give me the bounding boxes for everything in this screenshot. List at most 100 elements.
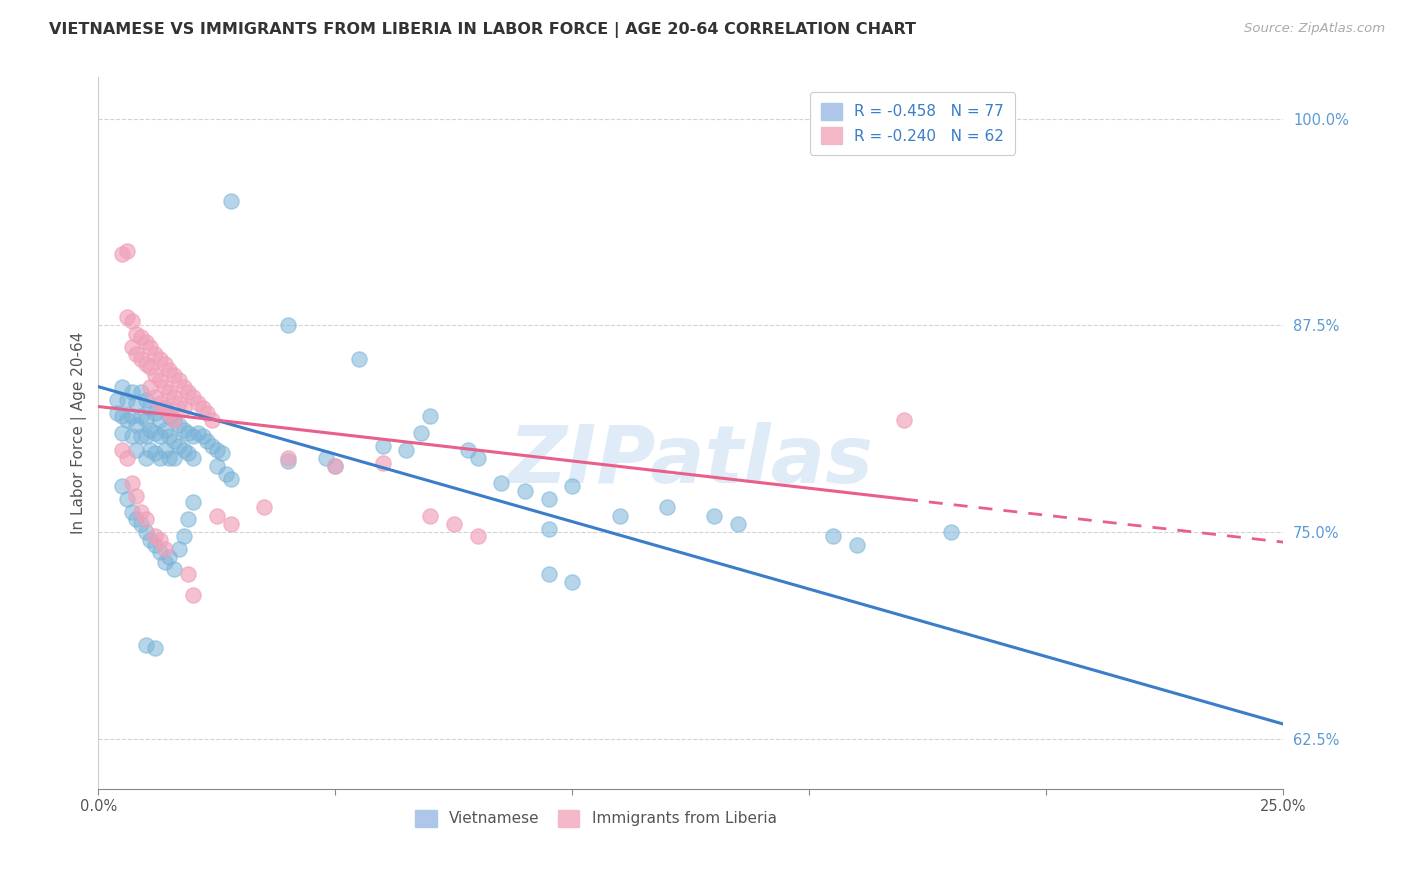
Point xyxy=(143,446,166,460)
Point xyxy=(513,483,536,498)
Point xyxy=(149,396,172,410)
Point xyxy=(537,492,560,507)
Point xyxy=(167,541,190,556)
Point xyxy=(149,533,172,548)
Point xyxy=(219,516,242,531)
Point xyxy=(135,429,157,443)
Point xyxy=(129,384,152,399)
Point xyxy=(177,566,200,581)
Point xyxy=(163,561,186,575)
Point xyxy=(149,373,172,387)
Point xyxy=(219,472,242,486)
Point xyxy=(135,413,157,427)
Point xyxy=(139,379,162,393)
Point xyxy=(121,340,143,354)
Point xyxy=(139,401,162,416)
Point xyxy=(323,458,346,473)
Point xyxy=(111,379,134,393)
Point xyxy=(125,396,148,410)
Point xyxy=(177,512,200,526)
Point xyxy=(121,313,143,327)
Point xyxy=(177,425,200,440)
Point xyxy=(125,326,148,341)
Point xyxy=(277,318,299,333)
Point xyxy=(149,351,172,366)
Point xyxy=(153,401,176,416)
Point xyxy=(153,357,176,371)
Point xyxy=(211,446,233,460)
Point xyxy=(129,505,152,519)
Point xyxy=(191,429,214,443)
Point xyxy=(143,406,166,420)
Point xyxy=(115,450,138,465)
Text: ZIPatlas: ZIPatlas xyxy=(509,423,873,500)
Point xyxy=(115,392,138,407)
Point xyxy=(1035,839,1057,854)
Point xyxy=(143,640,166,655)
Point xyxy=(277,454,299,468)
Point xyxy=(181,450,204,465)
Point xyxy=(159,384,181,399)
Point xyxy=(173,528,195,542)
Point xyxy=(167,396,190,410)
Point xyxy=(139,423,162,437)
Point xyxy=(153,423,176,437)
Point xyxy=(489,475,512,490)
Y-axis label: In Labor Force | Age 20-64: In Labor Force | Age 20-64 xyxy=(72,332,87,534)
Point xyxy=(135,334,157,349)
Point xyxy=(537,522,560,536)
Point xyxy=(177,446,200,460)
Point xyxy=(347,351,370,366)
Point xyxy=(121,429,143,443)
Point xyxy=(201,413,224,427)
Point xyxy=(121,409,143,424)
Point xyxy=(125,489,148,503)
Point xyxy=(173,442,195,457)
Point xyxy=(143,346,166,360)
Point xyxy=(153,541,176,556)
Point xyxy=(167,417,190,432)
Point xyxy=(139,359,162,374)
Point xyxy=(163,390,186,404)
Point xyxy=(173,379,195,393)
Point xyxy=(159,549,181,564)
Point xyxy=(143,390,166,404)
Point xyxy=(153,379,176,393)
Point xyxy=(609,508,631,523)
Point xyxy=(277,450,299,465)
Point xyxy=(129,330,152,344)
Point xyxy=(173,401,195,416)
Point xyxy=(115,244,138,258)
Point xyxy=(135,450,157,465)
Point xyxy=(111,442,134,457)
Point xyxy=(323,458,346,473)
Legend: Vietnamese, Immigrants from Liberia: Vietnamese, Immigrants from Liberia xyxy=(408,802,785,834)
Point xyxy=(177,384,200,399)
Point xyxy=(139,533,162,548)
Point xyxy=(153,442,176,457)
Point xyxy=(205,442,228,457)
Point xyxy=(115,413,138,427)
Point xyxy=(125,512,148,526)
Point xyxy=(159,450,181,465)
Point xyxy=(845,538,868,552)
Point xyxy=(143,368,166,383)
Point xyxy=(153,401,176,416)
Point xyxy=(467,450,489,465)
Point xyxy=(163,368,186,383)
Point xyxy=(167,373,190,387)
Point xyxy=(115,492,138,507)
Point xyxy=(315,450,337,465)
Point xyxy=(111,479,134,493)
Point xyxy=(159,429,181,443)
Point xyxy=(159,363,181,377)
Point xyxy=(139,340,162,354)
Point xyxy=(395,442,418,457)
Point xyxy=(153,555,176,569)
Point xyxy=(941,525,963,540)
Point xyxy=(129,409,152,424)
Point xyxy=(149,413,172,427)
Point xyxy=(111,409,134,424)
Point xyxy=(149,545,172,559)
Point xyxy=(443,516,465,531)
